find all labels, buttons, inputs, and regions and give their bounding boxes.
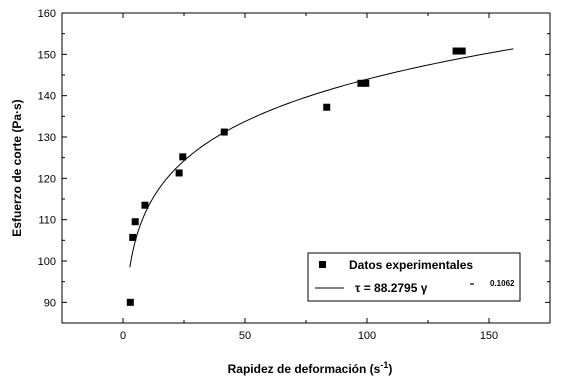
y-tick-label: 100 — [38, 256, 56, 268]
data-point — [141, 201, 149, 209]
data-point — [458, 47, 466, 55]
x-axis-title-end: ) — [388, 362, 392, 376]
data-point — [129, 233, 137, 241]
data-point — [362, 79, 370, 87]
y-tick-label: 120 — [38, 173, 56, 185]
y-tick-label: 140 — [38, 91, 56, 103]
legend: Datos experimentales τ = 88.2795 γ 0.106… — [307, 252, 521, 302]
data-points — [126, 47, 466, 306]
x-axis-title-main: Rapidez de deformación (s — [228, 362, 381, 376]
legend-label-datos: Datos experimentales — [349, 258, 473, 272]
legend-model-symbol: γ — [421, 281, 428, 295]
legend-model-exponent: 0.1062 — [490, 279, 515, 288]
fit-curve — [129, 48, 514, 268]
data-point — [452, 47, 460, 55]
y-tick-label: 160 — [38, 8, 56, 20]
y-tick-label: 90 — [44, 297, 56, 309]
data-point — [323, 103, 331, 111]
data-point — [220, 128, 228, 136]
legend-label-model: τ = 88.2795 γ — [355, 281, 428, 295]
y-tick-label: 150 — [38, 49, 56, 61]
x-tick-label: 0 — [120, 330, 126, 342]
data-point — [357, 79, 365, 87]
x-axis-title-sup: -1 — [380, 360, 388, 370]
x-axis-title: Rapidez de deformación (s-1) — [228, 360, 393, 376]
axis-tick-labels: 0 50 100 150 90 100 110 120 130 140 150 160 — [38, 8, 499, 342]
x-tick-label: 50 — [239, 330, 251, 342]
y-axis-title: Esfuerzo de corte (Pa·s) — [10, 99, 24, 236]
x-tick-label: 100 — [358, 330, 376, 342]
axis-ticks — [61, 12, 551, 324]
y-tick-label: 110 — [38, 215, 56, 227]
y-tick-label: 130 — [38, 132, 56, 144]
data-point — [126, 298, 134, 306]
data-point — [179, 153, 187, 161]
data-point — [131, 218, 139, 226]
data-point — [175, 169, 183, 177]
legend-box — [307, 252, 521, 302]
x-tick-label: 150 — [480, 330, 498, 342]
legend-model-prefix: τ = 88.2795 — [355, 281, 421, 295]
legend-marker-square — [319, 261, 326, 268]
